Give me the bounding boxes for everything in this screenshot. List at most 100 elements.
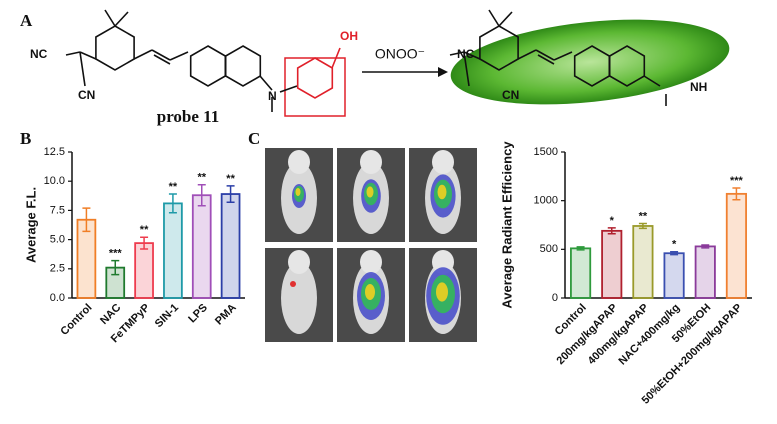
significance: ** xyxy=(226,173,235,185)
x-tick-label: Control xyxy=(58,302,94,338)
atom-label: CN xyxy=(502,88,519,102)
ring xyxy=(95,25,135,71)
signal xyxy=(295,188,301,196)
error-bar xyxy=(111,259,120,276)
ring xyxy=(479,25,519,71)
bar xyxy=(191,194,212,299)
bond xyxy=(463,51,481,60)
significance: ** xyxy=(197,172,206,184)
ring xyxy=(296,57,334,99)
significance: ** xyxy=(639,210,648,222)
error-bar xyxy=(82,207,91,233)
atom-label: N xyxy=(268,89,277,103)
bond xyxy=(488,9,500,27)
error-bar xyxy=(732,187,741,201)
bond xyxy=(553,51,573,61)
bond xyxy=(65,51,81,56)
signal xyxy=(436,282,448,302)
bar xyxy=(220,193,241,299)
error-bar xyxy=(197,183,206,207)
y-tick-label: 1000 xyxy=(534,195,558,207)
mouse-head xyxy=(432,250,454,274)
error-bar xyxy=(576,246,585,251)
bond xyxy=(449,51,465,56)
arrow-head xyxy=(438,67,448,77)
product-highlight xyxy=(450,19,730,105)
y-tick-label: 500 xyxy=(540,243,558,255)
mouse-body xyxy=(281,262,317,334)
mouse-head xyxy=(360,250,382,274)
signal xyxy=(290,281,296,287)
significance: * xyxy=(610,215,615,227)
signal xyxy=(365,284,375,300)
bar xyxy=(663,252,685,299)
y-tick-label: 0 xyxy=(552,292,558,304)
y-axis-label: Average Radiant Efficiency xyxy=(499,141,514,309)
y-tick-label: 2.5 xyxy=(50,263,65,275)
atom-label: NC xyxy=(30,47,48,61)
x-tick-label: NAC xyxy=(98,302,123,327)
y-tick-label: 5.0 xyxy=(50,234,65,246)
atom-label: NH xyxy=(690,80,707,94)
bond xyxy=(79,51,97,60)
ring xyxy=(189,45,227,87)
chemical-structures xyxy=(65,9,667,112)
mouse-head xyxy=(288,250,310,274)
bond xyxy=(153,54,171,65)
error-bar xyxy=(140,236,149,250)
y-tick-label: 1500 xyxy=(534,146,558,158)
x-tick-label: SIN-1 xyxy=(153,302,181,330)
signal xyxy=(366,186,374,198)
y-tick-label: 10.0 xyxy=(44,175,65,187)
bar xyxy=(134,242,154,299)
x-tick-label: PMA xyxy=(213,302,239,328)
bar xyxy=(694,245,716,299)
bond xyxy=(133,49,153,60)
mouse-head xyxy=(360,150,382,174)
panel-label: A xyxy=(20,11,33,30)
bond xyxy=(463,51,470,87)
significance: ** xyxy=(169,181,178,193)
error-bar xyxy=(226,185,235,203)
bond xyxy=(79,51,86,87)
bond xyxy=(259,75,273,91)
error-bar xyxy=(607,227,616,235)
bar xyxy=(570,247,592,299)
bond xyxy=(537,54,555,65)
y-tick-label: 7.5 xyxy=(50,204,65,216)
significance: *** xyxy=(730,175,744,187)
significance: ** xyxy=(140,224,149,236)
compound-name: probe 11 xyxy=(157,107,220,126)
y-tick-label: 12.5 xyxy=(44,146,65,158)
mouse-head xyxy=(288,150,310,174)
bond xyxy=(331,47,341,69)
bond xyxy=(535,49,555,61)
error-bar xyxy=(638,222,647,230)
error-bar xyxy=(168,193,177,214)
bond xyxy=(114,11,129,27)
bond xyxy=(279,85,298,93)
bar xyxy=(632,225,654,299)
bar xyxy=(725,192,747,299)
y-axis-label: Average F.L. xyxy=(23,187,38,263)
ring xyxy=(608,45,646,87)
panel-label: B xyxy=(20,129,31,148)
significance: *** xyxy=(109,248,123,260)
bond xyxy=(151,49,171,61)
mouse-head xyxy=(432,150,454,174)
ring xyxy=(224,45,262,87)
bond xyxy=(104,9,116,27)
bond xyxy=(643,75,661,87)
atom-label: CN xyxy=(78,88,95,102)
bond xyxy=(169,51,189,61)
error-bar xyxy=(701,244,710,249)
panel-label: C xyxy=(248,129,260,148)
atom-label: OH xyxy=(340,29,358,43)
bond xyxy=(498,11,513,27)
imaging-panel xyxy=(265,148,477,342)
reagent: ONOO⁻ xyxy=(375,46,425,62)
y-tick-label: 0.0 xyxy=(50,292,65,304)
signal xyxy=(437,184,447,200)
bar xyxy=(601,229,623,299)
